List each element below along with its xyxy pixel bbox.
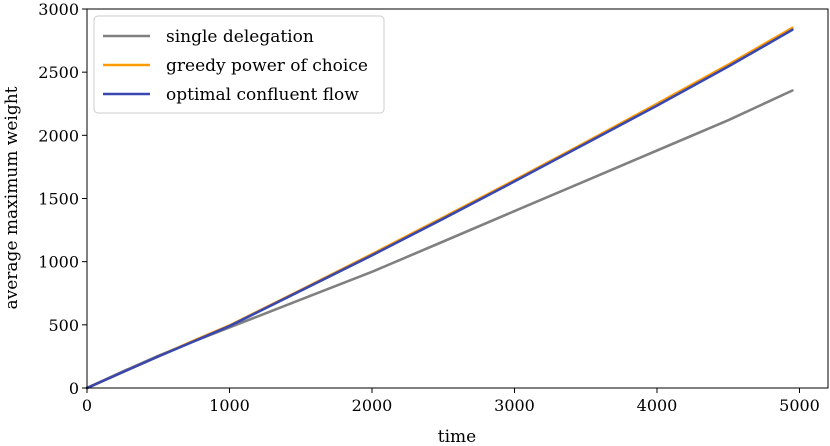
- y-tick-label: 2000: [38, 126, 79, 145]
- x-tick-label: 4000: [637, 396, 678, 415]
- legend-label-3: optimal confluent flow: [166, 85, 359, 105]
- x-tick-label: 5000: [779, 396, 820, 415]
- legend: single delegation greedy power of choice o…: [93, 15, 385, 114]
- y-tick-label: 500: [48, 316, 79, 335]
- legend-items: single delegation greedy power of choice o…: [103, 27, 368, 105]
- y-tick-label: 1000: [38, 253, 79, 272]
- y-tick-label: 1500: [38, 190, 79, 209]
- x-axis-ticks: 0 1000 2000 3000 4000 5000: [82, 388, 820, 415]
- series-line-1: [85, 89, 794, 390]
- legend-box: [93, 15, 385, 114]
- y-tick-label: 2500: [38, 63, 79, 82]
- series-layer: [85, 26, 794, 390]
- x-tick-label: 1000: [209, 396, 250, 415]
- legend-label-1: single delegation: [166, 27, 314, 47]
- x-axis-label: time: [438, 427, 476, 446]
- legend-label-2: greedy power of choice: [166, 56, 368, 76]
- x-tick-label: 0: [82, 396, 92, 415]
- y-tick-label: 3000: [38, 0, 79, 19]
- y-axis-ticks: 0 500 1000 1500 2000 2500 3000: [38, 0, 87, 398]
- series-line-3: [85, 28, 794, 390]
- y-axis-label: average maximum weight: [2, 86, 22, 309]
- x-tick-label: 2000: [352, 396, 393, 415]
- x-tick-label: 3000: [494, 396, 535, 415]
- y-tick-label: 0: [69, 379, 79, 398]
